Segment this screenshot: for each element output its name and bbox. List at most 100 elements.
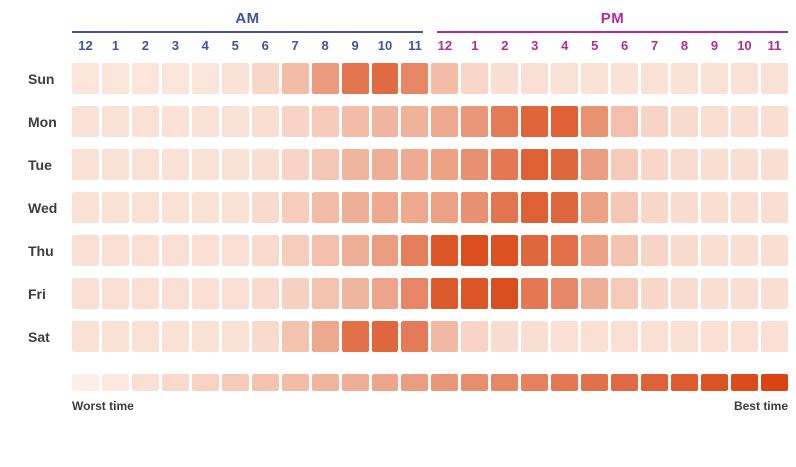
hour-label-pm-2: 2: [501, 38, 509, 53]
hour-label-am-2: 2: [141, 38, 149, 53]
heatmap-cell: [72, 192, 99, 223]
heatmap-cell: [341, 149, 369, 180]
legend-cell: [251, 374, 279, 391]
hour-labels-row: 12 1 2 3 4 5 6 7 8 9 10 11 12 1 2 3 4 5 6 7 8 9 10 11: [72, 37, 788, 55]
heatmap-cell: [521, 63, 549, 94]
heatmap-cell: [221, 321, 249, 352]
legend-cell: [221, 374, 249, 391]
heatmap-cell: [371, 192, 399, 223]
best-time-label: Best time: [733, 399, 788, 413]
heatmap-cell: [131, 321, 159, 352]
legend-cell: [72, 374, 99, 391]
heatmap-cell: [191, 321, 219, 352]
heatmap-cell: [551, 106, 579, 137]
heatmap-cell: [371, 149, 399, 180]
heatmap-cell: [281, 192, 309, 223]
heatmap-cell: [641, 321, 669, 352]
heatmap-cell: [131, 106, 159, 137]
hour-label-am-12: 12: [78, 38, 93, 53]
heatmap-cell: [72, 149, 99, 180]
heatmap-cell: [701, 106, 728, 137]
legend-cell: [611, 374, 639, 391]
heatmap-cell: [191, 278, 219, 309]
row-cells: [72, 278, 788, 309]
heatmap-cell: [491, 149, 519, 180]
heatmap-cell: [581, 149, 609, 180]
heatmap-cell: [581, 235, 609, 266]
heatmap-cell: [101, 106, 129, 137]
heatmap-cell: [101, 278, 129, 309]
heatmap-cell: [521, 278, 549, 309]
heatmap-cell: [101, 235, 129, 266]
legend-cell: [191, 374, 219, 391]
heatmap-cell: [341, 63, 369, 94]
heatmap-cell: [730, 321, 758, 352]
heatmap-cell: [671, 106, 699, 137]
heatmap-cell: [611, 63, 639, 94]
heatmap-cell: [521, 149, 549, 180]
heatmap-cell: [311, 321, 339, 352]
heatmap-cell: [730, 278, 758, 309]
heatmap-cell: [221, 63, 249, 94]
heatmap-cell: [72, 235, 99, 266]
heatmap-cell: [581, 321, 609, 352]
heatmap-row-fri: Fri: [0, 278, 788, 309]
heatmap-cell: [251, 235, 279, 266]
heatmap-cell: [521, 235, 549, 266]
heatmap-cell: [191, 235, 219, 266]
hour-label-pm-9: 9: [710, 38, 719, 53]
legend-cell: [641, 374, 669, 391]
heatmap-cell: [581, 106, 609, 137]
heatmap-cell: [551, 235, 579, 266]
legend-gradient-row: [72, 374, 788, 391]
heatmap-cell: [671, 278, 699, 309]
heatmap-cell: [311, 278, 339, 309]
heatmap-cell: [730, 235, 758, 266]
heatmap-cell: [760, 106, 788, 137]
heatmap-cell: [72, 321, 99, 352]
legend-cell: [371, 374, 399, 391]
heatmap-cell: [161, 149, 189, 180]
row-cells: [72, 106, 788, 137]
heatmap-cell: [401, 63, 429, 94]
heatmap-cell: [551, 63, 579, 94]
heatmap-cell: [221, 149, 249, 180]
heatmap-cell: [760, 321, 788, 352]
hour-label-am-6: 6: [261, 38, 269, 53]
heatmap-cell: [611, 149, 639, 180]
heatmap-cell: [72, 106, 99, 137]
heatmap-cell: [641, 63, 669, 94]
heatmap-cell: [431, 63, 459, 94]
heatmap-cell: [730, 192, 758, 223]
heatmap-cell: [521, 321, 549, 352]
heatmap-cell: [491, 321, 519, 352]
heatmap-cell: [461, 278, 489, 309]
heatmap-cell: [281, 106, 309, 137]
period-header: AM PM: [72, 10, 788, 33]
heatmap-cell: [401, 192, 429, 223]
heatmap-cell: [341, 192, 369, 223]
heatmap-cell: [191, 149, 219, 180]
heatmap-cell: [641, 149, 669, 180]
heatmap-cell: [281, 63, 309, 94]
day-label-tue: Tue: [28, 156, 52, 173]
heatmap-cell: [191, 106, 219, 137]
heatmap-cell: [371, 235, 399, 266]
day-label-mon: Mon: [28, 113, 57, 130]
heatmap-cell: [701, 321, 728, 352]
heatmap-row-sat: Sat: [0, 321, 788, 352]
heatmap-cell: [371, 321, 399, 352]
heatmap-cell: [431, 235, 459, 266]
legend-cell: [131, 374, 159, 391]
heatmap-cell: [341, 278, 369, 309]
heatmap-cell: [671, 235, 699, 266]
heatmap-cell: [730, 63, 758, 94]
row-cells: [72, 321, 788, 352]
hour-label-am-5: 5: [231, 38, 239, 53]
heatmap-cell: [521, 192, 549, 223]
heatmap-cell: [371, 106, 399, 137]
heatmap-cell: [701, 149, 728, 180]
legend-cell: [101, 374, 129, 391]
heatmap-row-sun: Sun: [0, 63, 788, 94]
legend-cell: [671, 374, 699, 391]
